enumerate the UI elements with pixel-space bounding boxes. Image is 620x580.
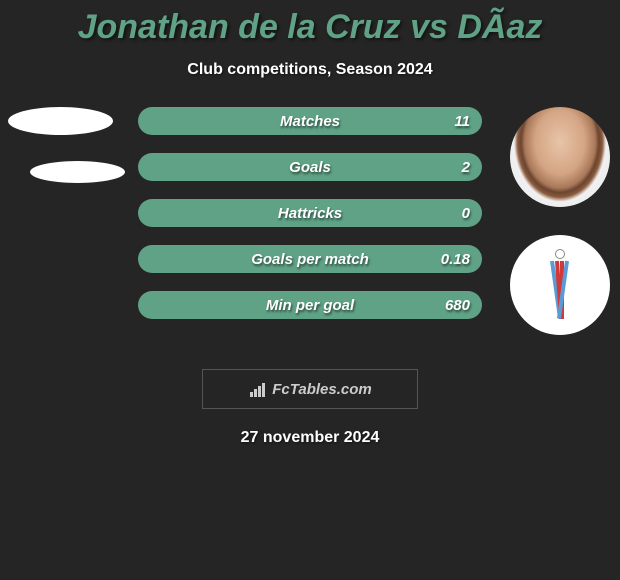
stat-label: Goals <box>289 159 331 176</box>
player-photo-avatar <box>510 107 610 207</box>
stat-value: 680 <box>445 297 470 314</box>
generation-date: 27 november 2024 <box>0 429 620 447</box>
left-player-placeholder <box>8 107 125 183</box>
club-crest-avatar <box>510 235 610 335</box>
watermark-text: FcTables.com <box>272 381 371 398</box>
stat-label: Goals per match <box>251 251 369 268</box>
stat-value: 0.18 <box>441 251 470 268</box>
stat-bar-matches: Matches 11 <box>138 107 482 135</box>
watermark-box: FcTables.com <box>202 369 418 409</box>
stat-bar-hattricks: Hattricks 0 <box>138 199 482 227</box>
stat-value: 2 <box>462 159 470 176</box>
stat-label: Hattricks <box>278 205 342 222</box>
comparison-content: Matches 11 Goals 2 Hattricks 0 Goals per… <box>0 107 620 357</box>
page-subtitle: Club competitions, Season 2024 <box>0 61 620 79</box>
stat-value: 11 <box>454 113 470 130</box>
stat-label: Min per goal <box>266 297 354 314</box>
stat-bar-goals-per-match: Goals per match 0.18 <box>138 245 482 273</box>
club-crest-icon <box>544 249 576 321</box>
bar-chart-icon <box>248 381 268 397</box>
placeholder-ellipse <box>30 161 125 183</box>
stat-value: 0 <box>462 205 470 222</box>
stat-label: Matches <box>280 113 340 130</box>
stat-bar-goals: Goals 2 <box>138 153 482 181</box>
placeholder-ellipse <box>8 107 113 135</box>
right-player-avatars <box>510 107 610 363</box>
page-title: Jonathan de la Cruz vs DÃ­az <box>0 0 620 47</box>
stat-bar-min-per-goal: Min per goal 680 <box>138 291 482 319</box>
stat-bars: Matches 11 Goals 2 Hattricks 0 Goals per… <box>138 107 482 337</box>
